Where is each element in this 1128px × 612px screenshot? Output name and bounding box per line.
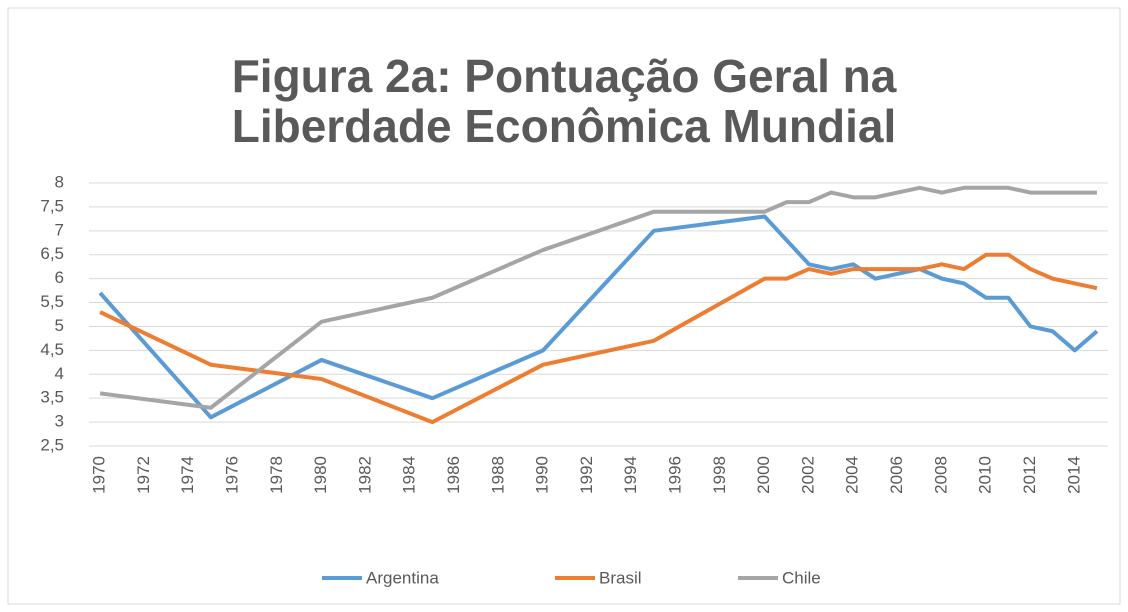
legend-label: Brasil bbox=[599, 568, 642, 587]
x-tick-label: 2002 bbox=[798, 456, 817, 494]
x-tick-label: 2008 bbox=[931, 456, 950, 494]
x-tick-label: 2000 bbox=[754, 456, 773, 494]
x-tick-label: 2004 bbox=[843, 456, 862, 494]
y-tick-label: 6,5 bbox=[40, 244, 64, 263]
x-tick-label: 1994 bbox=[621, 456, 640, 494]
y-tick-label: 2,5 bbox=[40, 435, 64, 454]
data-line bbox=[99, 185, 1097, 410]
chart-title: Figura 2a: Pontuação Geral na bbox=[232, 50, 897, 102]
x-tick-label: 2010 bbox=[976, 456, 995, 494]
data-line bbox=[98, 214, 1099, 420]
x-tick-label: 1982 bbox=[355, 456, 374, 494]
legend-label: Chile bbox=[782, 568, 821, 587]
x-tick-label: 1972 bbox=[134, 456, 153, 494]
x-tick-label: 1980 bbox=[311, 456, 330, 494]
x-tick-label: 2012 bbox=[1020, 456, 1039, 494]
data-line bbox=[99, 252, 1098, 425]
x-tick-label: 2006 bbox=[887, 456, 906, 494]
y-tick-label: 8 bbox=[55, 172, 64, 191]
x-tick-label: 1998 bbox=[710, 456, 729, 494]
x-tick-label: 2014 bbox=[1064, 456, 1083, 494]
x-tick-label: 1974 bbox=[178, 456, 197, 494]
chart-title: Liberdade Econômica Mundial bbox=[232, 100, 897, 152]
y-tick-label: 5 bbox=[55, 316, 64, 335]
x-tick-label: 1988 bbox=[488, 456, 507, 494]
x-tick-label: 1984 bbox=[400, 456, 419, 494]
x-tick-label: 1996 bbox=[666, 456, 685, 494]
x-tick-label: 1992 bbox=[577, 456, 596, 494]
legend-label: Argentina bbox=[366, 568, 439, 587]
y-tick-label: 4 bbox=[55, 364, 64, 383]
x-tick-label: 1990 bbox=[533, 456, 552, 494]
y-tick-label: 6 bbox=[55, 268, 64, 287]
y-tick-label: 7,5 bbox=[40, 196, 64, 215]
y-tick-label: 7 bbox=[55, 220, 64, 239]
x-tick-label: 1976 bbox=[222, 456, 241, 494]
y-tick-label: 3 bbox=[55, 412, 64, 431]
chart-frame bbox=[7, 7, 1121, 605]
x-tick-label: 1986 bbox=[444, 456, 463, 494]
x-tick-label: 1978 bbox=[267, 456, 286, 494]
y-tick-label: 3,5 bbox=[40, 388, 64, 407]
x-tick-label: 1970 bbox=[90, 456, 109, 494]
y-tick-label: 5,5 bbox=[40, 292, 64, 311]
y-tick-label: 4,5 bbox=[40, 340, 64, 359]
